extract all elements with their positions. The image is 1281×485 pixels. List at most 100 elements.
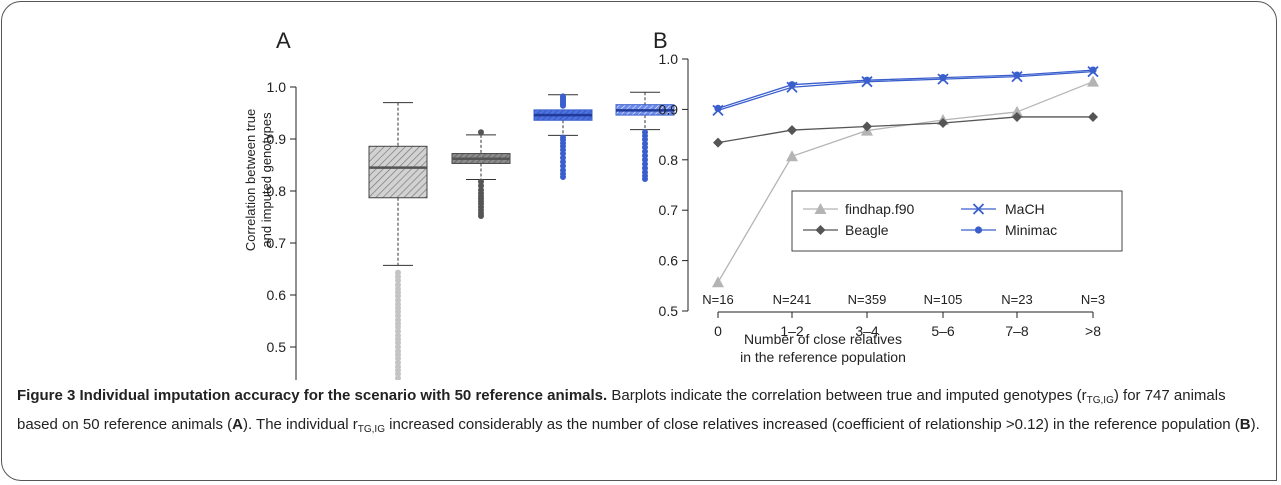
x-tick-label: 1–2	[780, 323, 804, 339]
x-axis-label-line-1: Number of close relatives	[744, 331, 902, 347]
dot-marker	[974, 226, 983, 234]
x-marker-stroke	[972, 203, 985, 215]
outlier-point	[395, 312, 401, 319]
y-axis-label-line-1: Correlation between true	[243, 109, 258, 251]
y-tick-label: 0.6	[267, 287, 287, 303]
figure-caption: Figure 3 Individual imputation accuracy …	[17, 384, 1267, 442]
n-label: N=23	[1001, 292, 1032, 307]
y-tick-label: 0.9	[659, 101, 679, 117]
outlier-point	[560, 173, 566, 180]
panel-b-label: B	[653, 28, 668, 53]
outlier-point	[560, 163, 566, 170]
legend-label: Minimac	[1005, 222, 1057, 238]
outlier-point	[396, 379, 400, 380]
outlier-point	[478, 178, 484, 185]
outlier-point	[395, 371, 401, 378]
box-body	[368, 145, 428, 199]
diamond-marker	[1012, 111, 1022, 122]
n-label: N=359	[848, 292, 887, 307]
x-tick-label: 5–6	[931, 323, 955, 339]
panel-a-y-axis: 0.40.50.60.70.80.91.0	[267, 79, 297, 380]
dot-marker	[714, 104, 722, 112]
outlier-point	[642, 160, 648, 167]
y-tick-label: 1.0	[659, 51, 679, 67]
outlier-point	[642, 176, 648, 183]
diamond-marker	[862, 121, 872, 132]
y-tick-label: 0.8	[659, 152, 679, 168]
box-findhap-f90	[368, 102, 428, 380]
y-tick-label: 0.8	[267, 183, 287, 199]
triangle-marker	[1011, 105, 1023, 117]
outlier-point	[395, 328, 401, 335]
n-label: N=241	[773, 292, 812, 307]
series-line	[717, 81, 1094, 283]
outlier-point	[395, 359, 401, 366]
x-tick-label: 7–8	[1005, 323, 1029, 339]
outlier-point	[560, 93, 566, 100]
x-axis-label-line-2: in the reference population	[740, 349, 906, 365]
y-tick-label: 0.5	[267, 339, 287, 355]
box-beagle	[451, 129, 511, 219]
series-line	[717, 70, 1094, 112]
diamond-marker	[713, 137, 723, 148]
legend-label: findhap.f90	[845, 201, 914, 217]
box-mach	[533, 93, 593, 180]
outlier-point	[395, 293, 401, 300]
diamond-marker	[815, 225, 826, 235]
outlier-point	[395, 269, 401, 276]
outlier-point	[478, 129, 484, 136]
outlier-point	[395, 308, 401, 315]
outlier-point	[395, 339, 401, 346]
caption-text-5: ).	[1250, 416, 1260, 433]
y-axis-label-line-2: and imputed genotypes	[259, 112, 274, 248]
y-tick-label: 0.5	[659, 303, 679, 319]
caption-text-4: increased considerably as the number of …	[385, 416, 1240, 433]
panel-a-boxes	[368, 91, 675, 380]
legend-entry: Beagle	[803, 222, 889, 238]
outlier-point	[642, 156, 648, 163]
legend-entry: MaCH	[961, 201, 1045, 217]
outlier-point	[560, 158, 566, 165]
triangle-marker	[814, 203, 827, 214]
panel-b-axes: 0.5 0.6 0.7 0.8 0.9 1.0 0 1–2 3–4 5–6 7–8 >8	[659, 51, 1102, 339]
series-beagle	[713, 111, 1098, 148]
dot-marker	[863, 76, 871, 84]
y-tick-label: 0.7	[267, 235, 287, 251]
x-tick-label: 3–4	[855, 323, 879, 339]
caption-ref-b: B	[1239, 416, 1251, 433]
outlier-point	[642, 144, 648, 151]
caption-text-2: ) for 747 animals based on 50 reference …	[17, 387, 1226, 433]
y-tick-label: 0.9	[267, 131, 287, 147]
panel-b-series	[712, 65, 1099, 288]
dot-marker	[788, 81, 796, 89]
diamond-marker	[1088, 111, 1098, 122]
caption-text-3: ). The individual r	[242, 416, 358, 433]
panel-a-y-axis-label: Correlation between true and imputed gen…	[243, 109, 274, 251]
panel-a-boxplot: A 0.40.50.60.70.80.91.0 Correlation betw…	[243, 28, 675, 380]
panel-a-label: A	[276, 28, 291, 53]
outlier-point	[642, 165, 648, 172]
panel-b-legend: findhap.f90 Beagle MaCH Minimac	[791, 190, 1123, 252]
outlier-point	[642, 152, 648, 159]
legend-box	[791, 190, 1123, 252]
series-line	[717, 69, 1094, 110]
series-minimac	[714, 66, 1097, 112]
figure-plots: A 0.40.50.60.70.80.91.0 Correlation betw…	[243, 28, 1123, 380]
legend-entry: Minimac	[961, 222, 1057, 238]
caption-text-1: Barplots indicate the correlation betwee…	[607, 387, 1087, 404]
outlier-point	[395, 281, 401, 288]
n-label: N=16	[702, 292, 733, 307]
x-marker	[972, 203, 985, 215]
caption-subscript-2: TG,IG	[357, 424, 385, 435]
dot-marker	[939, 74, 947, 82]
outlier-point	[395, 324, 401, 331]
y-tick-label: 0.7	[659, 202, 679, 218]
caption-subscript-1: TG,IG	[1086, 395, 1114, 406]
triangle-marker	[786, 150, 798, 162]
outlier-point	[560, 150, 566, 157]
outlier-point	[395, 297, 401, 304]
n-label: N=105	[924, 292, 963, 307]
legend-entry: findhap.f90	[803, 201, 914, 217]
panel-b-n-labels: N=16 N=241 N=359 N=105 N=23 N=3	[702, 292, 1105, 307]
x-tick-label: >8	[1085, 323, 1101, 339]
